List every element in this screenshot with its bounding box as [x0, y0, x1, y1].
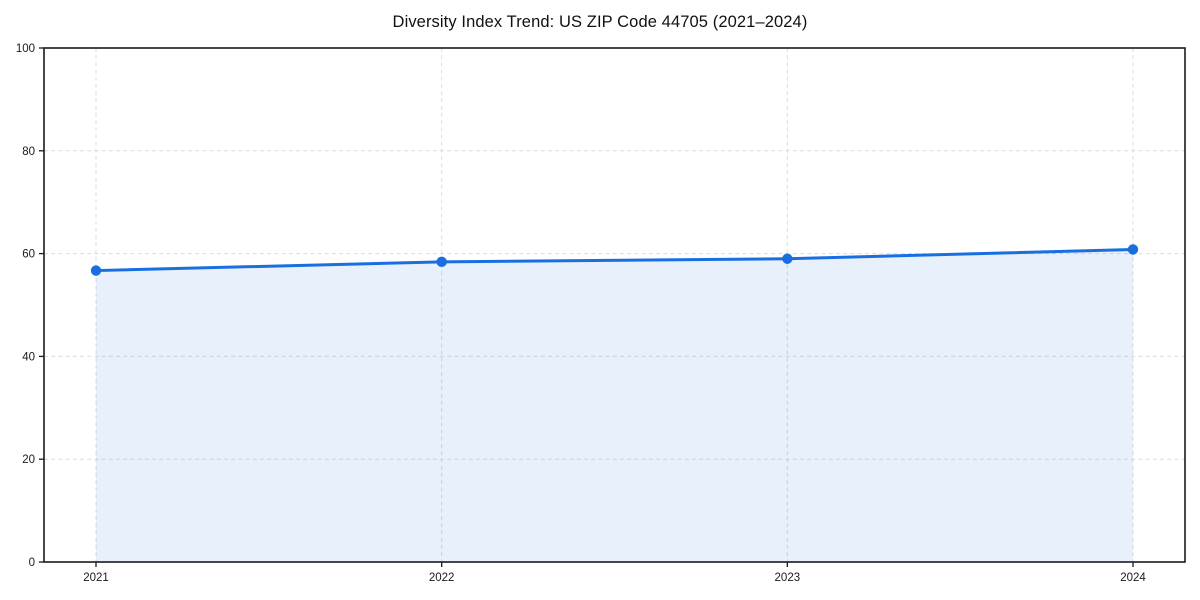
y-tick-label: 20 [22, 454, 35, 466]
area-fill [96, 249, 1133, 562]
chart-title: Diversity Index Trend: US ZIP Code 44705… [392, 13, 808, 31]
y-tick-label: 80 [22, 146, 35, 158]
y-tick-label: 60 [22, 249, 35, 261]
trend-line [94, 247, 1135, 273]
x-tick-label: 2021 [83, 572, 109, 584]
y-tick-label: 40 [22, 351, 35, 363]
x-tick-label: 2024 [1120, 572, 1146, 584]
x-tick-label: 2023 [775, 572, 801, 584]
axes [39, 47, 1186, 567]
tick-labels: 0 20 40 60 80 100 2021 2022 2023 2024 [16, 43, 1147, 584]
data-point-markers [90, 244, 1139, 276]
y-tick-label: 100 [16, 43, 35, 55]
x-tick-label: 2022 [429, 572, 455, 584]
y-tick-label: 0 [29, 557, 35, 569]
